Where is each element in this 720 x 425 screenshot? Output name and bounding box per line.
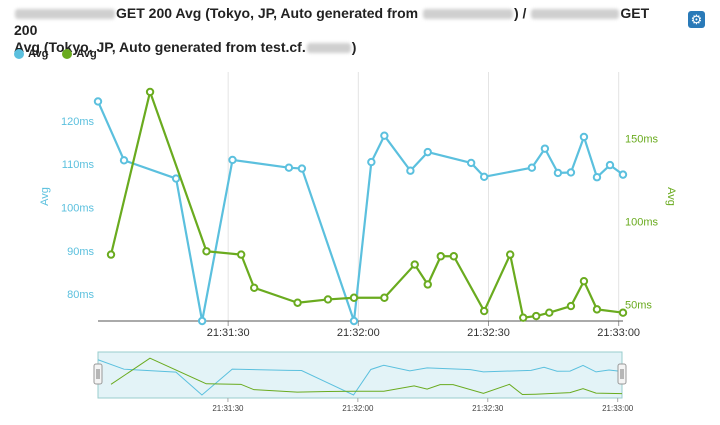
navigator-series-left [97, 359, 623, 396]
data-point-left[interactable] [228, 155, 237, 165]
legend-item-right[interactable]: Avg [62, 48, 97, 60]
data-point-right[interactable] [145, 87, 155, 97]
title-line-2b: ) [351, 39, 357, 55]
y-left-tick-label: 100ms [61, 203, 95, 215]
data-point-right[interactable] [479, 306, 489, 316]
title-part-3: GET 200 [14, 5, 650, 38]
redacted-text [531, 9, 620, 20]
series-line-left [96, 101, 624, 323]
data-point-right[interactable] [423, 280, 432, 289]
data-point-left[interactable] [406, 166, 415, 175]
y-left-tick-label: 90ms [67, 246, 94, 258]
y-left-tick-label: 80ms [67, 289, 94, 301]
redacted-text [306, 43, 351, 54]
navigator-window[interactable] [97, 351, 623, 399]
data-point-left[interactable] [119, 156, 129, 165]
chart-title: GET 200 Avg (Tokyo, JP, Auto generated f… [14, 5, 664, 56]
data-point-left[interactable] [423, 147, 432, 157]
data-point-right[interactable] [293, 298, 302, 307]
data-point-left[interactable] [566, 168, 576, 177]
data-point-right[interactable] [323, 295, 333, 304]
data-point-right[interactable] [380, 293, 389, 302]
y-right-tick-label: 150ms [625, 133, 659, 145]
x-tick-label: 21:31:30 [207, 327, 250, 339]
title-line-2a: Avg (Tokyo, JP, Auto generated from test… [14, 39, 306, 55]
data-point-left[interactable] [618, 170, 628, 179]
y-left-tick-label: 120ms [61, 116, 95, 128]
y-right-axis-label: Avg [665, 187, 677, 206]
data-point-left[interactable] [592, 173, 602, 182]
data-point-right[interactable] [532, 311, 541, 321]
data-point-right[interactable] [202, 247, 211, 256]
data-point-left[interactable] [466, 158, 476, 168]
data-point-right[interactable] [618, 308, 628, 317]
data-point-right[interactable] [519, 313, 528, 322]
legend-swatch-left [14, 49, 24, 59]
y-right-tick-label: 100ms [625, 216, 659, 228]
redacted-text [423, 9, 513, 20]
navigator-tick-label: 21:32:00 [342, 404, 374, 413]
navigator-tick-label: 21:32:30 [472, 404, 504, 413]
data-point-right[interactable] [236, 250, 246, 259]
data-point-right[interactable] [566, 301, 576, 311]
data-point-left[interactable] [171, 174, 181, 183]
data-point-right[interactable] [545, 308, 554, 317]
legend-label-right: Avg [76, 48, 97, 60]
legend: Avg Avg [14, 48, 97, 60]
data-point-left[interactable] [605, 160, 615, 170]
navigator-handle-right[interactable] [617, 363, 627, 385]
title-part-2: ) / [514, 5, 527, 21]
data-point-left[interactable] [367, 157, 376, 167]
data-point-left[interactable] [540, 144, 550, 153]
data-point-left[interactable] [349, 316, 359, 326]
data-point-left[interactable] [93, 97, 103, 106]
legend-label-left: Avg [28, 48, 49, 60]
data-point-left[interactable] [284, 163, 294, 172]
title-part-1: GET 200 Avg (Tokyo, JP, Auto generated f… [116, 5, 419, 21]
redacted-text [15, 9, 115, 20]
data-point-right[interactable] [249, 283, 259, 292]
data-point-left[interactable] [197, 316, 207, 326]
x-tick-label: 21:32:00 [337, 327, 380, 339]
y-right-tick-label: 50ms [625, 299, 652, 311]
navigator-handle-left[interactable] [93, 363, 103, 385]
data-point-right[interactable] [505, 250, 515, 259]
data-point-right[interactable] [579, 276, 589, 286]
legend-swatch-right [62, 49, 73, 59]
data-point-right[interactable] [410, 260, 419, 269]
data-point-right[interactable] [106, 250, 116, 259]
data-point-right[interactable] [349, 293, 359, 302]
data-point-right[interactable] [449, 252, 458, 261]
y-left-axis-label: Avg [39, 187, 51, 206]
data-point-right[interactable] [436, 252, 445, 261]
x-tick-label: 21:32:30 [467, 327, 510, 339]
navigator-series-right [110, 357, 623, 395]
data-point-right[interactable] [592, 305, 602, 314]
legend-item-left[interactable]: Avg [14, 48, 48, 60]
data-point-left[interactable] [380, 131, 389, 140]
data-point-left[interactable] [553, 168, 563, 178]
data-point-left[interactable] [579, 132, 589, 142]
data-point-left[interactable] [479, 172, 489, 181]
data-point-left[interactable] [527, 163, 537, 172]
gear-icon[interactable]: ⚙ [688, 11, 705, 28]
navigator-tick-label: 21:33:00 [602, 404, 634, 413]
x-tick-label: 21:33:00 [597, 327, 640, 339]
y-left-tick-label: 110ms [62, 159, 95, 171]
navigator-tick-label: 21:31:30 [212, 404, 244, 413]
data-point-left[interactable] [297, 164, 307, 173]
series-line-right [109, 90, 624, 319]
